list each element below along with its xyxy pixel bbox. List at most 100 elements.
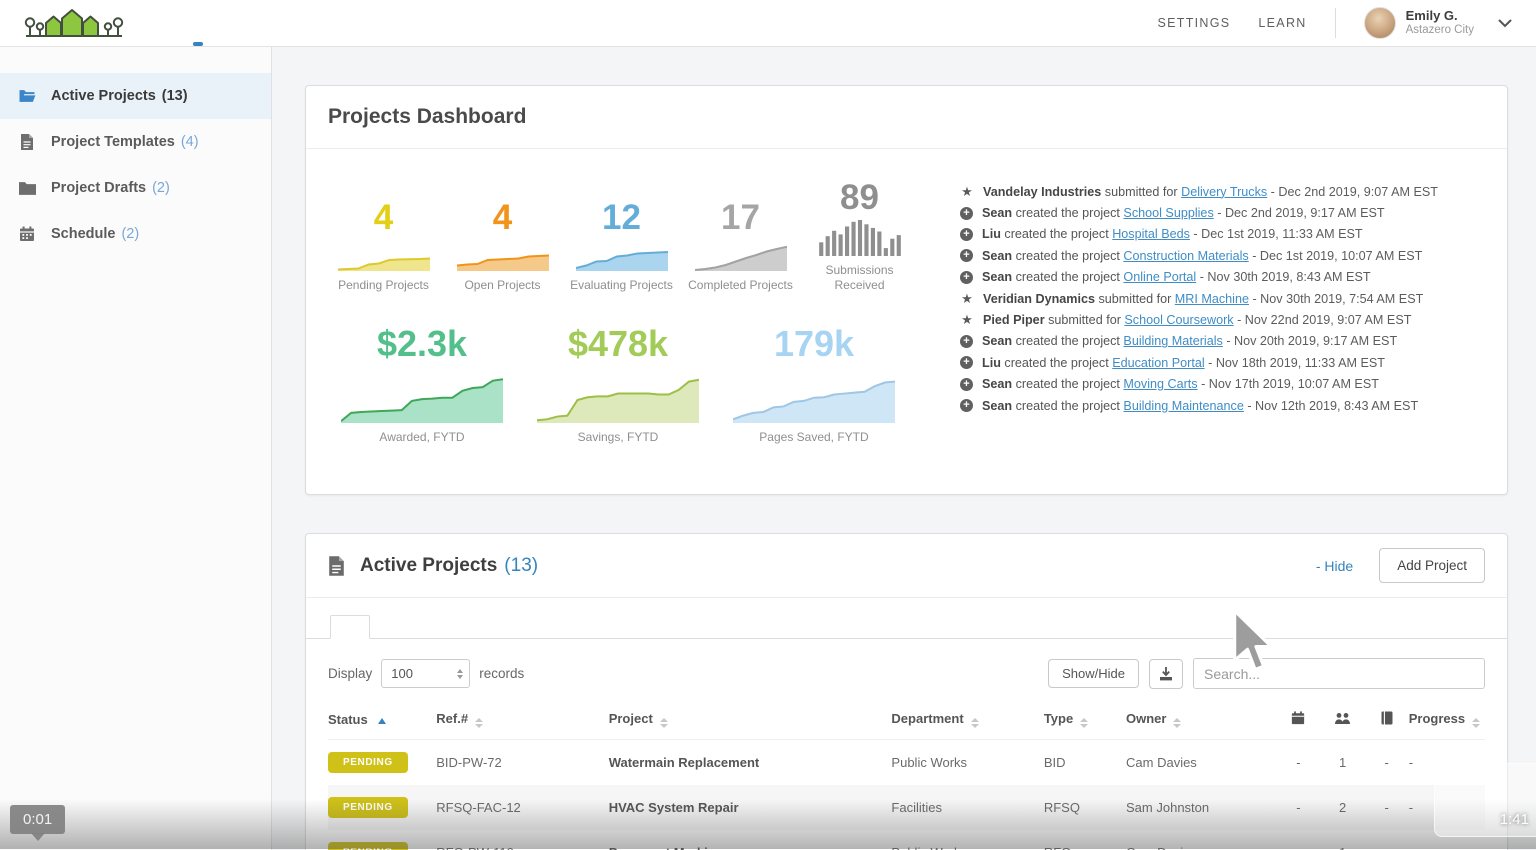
- project-name-cell[interactable]: HVAC System Repair: [608, 800, 739, 815]
- stat-sparkline: [537, 377, 699, 424]
- col-ref[interactable]: Ref.#: [436, 702, 609, 740]
- type-cell: RFQ: [1044, 830, 1126, 850]
- ref-cell: BID-PW-72: [436, 755, 502, 770]
- records-label: records: [479, 666, 525, 681]
- activity-action: created the project: [1015, 248, 1120, 263]
- project-row[interactable]: PENDING RFSQ-FAC-12 HVAC System Repair F…: [328, 785, 1485, 830]
- settings-link[interactable]: SETTINGS: [1157, 16, 1231, 30]
- col-project[interactable]: Project: [608, 702, 892, 740]
- activity-project-link[interactable]: Education Portal: [1112, 355, 1205, 370]
- chevron-down-icon[interactable]: [1498, 19, 1512, 28]
- sidebar: Active Projects (13) Project Templates (…: [0, 47, 272, 850]
- search-input[interactable]: [1193, 658, 1485, 689]
- col-progress[interactable]: Progress: [1408, 702, 1485, 740]
- sidebar-item[interactable]: Project Templates (4): [0, 119, 271, 165]
- activity-actor: Veridian Dynamics: [983, 291, 1095, 306]
- learn-link[interactable]: LEARN: [1258, 16, 1307, 30]
- stat-label: Pages Saved, FYTD: [759, 430, 869, 445]
- activity-item: + Sean created the project School Suppli…: [960, 202, 1497, 223]
- col-type[interactable]: Type: [1043, 702, 1127, 740]
- panel-title: Active Projects: [360, 554, 498, 576]
- video-preview-thumbnail[interactable]: 1:41: [1434, 763, 1536, 837]
- col-owner[interactable]: Owner: [1126, 702, 1277, 740]
- stat-card[interactable]: $2.3k Awarded, FYTD: [324, 324, 520, 446]
- add-project-button[interactable]: Add Project: [1379, 548, 1485, 583]
- stat-card[interactable]: 17 Completed Projects: [681, 179, 800, 294]
- stat-card[interactable]: 89 Submissions Received: [800, 178, 919, 294]
- department-cell: Facilities: [891, 800, 942, 815]
- project-row[interactable]: PENDING BID-PW-72 Watermain Replacement …: [328, 740, 1485, 786]
- app-logo[interactable]: [24, 6, 124, 40]
- sort-icon: [1173, 718, 1182, 728]
- activity-project-link[interactable]: Online Portal: [1123, 270, 1197, 285]
- col-schedule[interactable]: [1276, 702, 1321, 740]
- sidebar-item[interactable]: Project Drafts (2): [0, 165, 271, 211]
- tab[interactable]: [330, 615, 370, 639]
- stat-label: Submissions Received: [825, 262, 894, 293]
- ref-cell: RFQ-PW-110: [436, 830, 608, 850]
- user-menu[interactable]: Emily G. Astazero City: [1363, 7, 1512, 39]
- tab[interactable]: [370, 615, 408, 638]
- stat-sparkline: [456, 246, 549, 272]
- stat-value: 12: [602, 197, 641, 237]
- progress-cell: -: [1408, 755, 1414, 770]
- stat-card[interactable]: 4 Pending Projects: [324, 179, 443, 294]
- activity-action: created the project: [1015, 377, 1120, 392]
- activity-item: + Liu created the project Hospital Beds …: [960, 224, 1497, 245]
- stat-label: Savings, FYTD: [577, 430, 659, 445]
- show-hide-columns-button[interactable]: Show/Hide: [1048, 659, 1139, 688]
- activity-item: ★ Vandelay Industries submitted for Deli…: [960, 181, 1497, 202]
- activity-action: created the project: [1004, 355, 1109, 370]
- department-cell: Public Works: [891, 830, 1043, 850]
- sort-icon: [1080, 718, 1089, 728]
- activity-actor: Vandelay Industries: [983, 184, 1102, 199]
- plus-circle-icon: +: [960, 206, 973, 220]
- owner-cell: Cam Davies: [1126, 830, 1276, 850]
- hide-link[interactable]: - Hide: [1315, 557, 1354, 574]
- activity-item: + Sean created the project Online Portal…: [960, 267, 1497, 288]
- activity-project-link[interactable]: Building Materials: [1123, 334, 1223, 349]
- user-name: Emily G.: [1405, 8, 1458, 24]
- projects-dashboard-panel: Projects Dashboard 4 Pending Projects 4 …: [305, 85, 1508, 495]
- stat-card[interactable]: 179k Pages Saved, FYTD: [716, 324, 912, 446]
- activity-project-link[interactable]: Moving Carts: [1123, 377, 1198, 392]
- activity-item: + Sean created the project Moving Carts …: [960, 374, 1497, 395]
- stat-card[interactable]: 4 Open Projects: [443, 179, 562, 294]
- sidebar-item[interactable]: Schedule (2): [0, 211, 271, 257]
- export-download-button[interactable]: [1149, 658, 1183, 689]
- sidebar-item[interactable]: Active Projects (13): [0, 73, 271, 119]
- activity-project-link[interactable]: MRI Machine: [1174, 291, 1249, 306]
- project-name-cell[interactable]: Pavement Markings: [609, 830, 892, 850]
- activity-item: + Sean created the project Construction …: [960, 245, 1497, 266]
- records-per-page-select[interactable]: 100: [381, 659, 471, 688]
- sidebar-item-count: (2): [152, 180, 170, 196]
- activity-project-link[interactable]: Hospital Beds: [1112, 227, 1190, 242]
- activity-timestamp: - Dec 2nd 2019, 9:17 AM EST: [1217, 206, 1385, 221]
- sidebar-item-label: Project Templates: [51, 134, 175, 150]
- project-row[interactable]: PENDING RFQ-PW-110 Pavement Markings Pub…: [328, 830, 1485, 850]
- table-header-row: Status Ref.# Project Department Type Own…: [328, 702, 1485, 740]
- type-cell: BID: [1043, 755, 1066, 770]
- video-time-tooltip: 0:01: [10, 805, 66, 834]
- star-icon: ★: [961, 183, 973, 199]
- ref-cell: RFSQ-FAC-12: [436, 800, 521, 815]
- col-documents[interactable]: [1364, 702, 1409, 740]
- stat-card[interactable]: 12 Evaluating Projects: [562, 179, 681, 294]
- avatar: [1363, 7, 1396, 39]
- col-status[interactable]: Status: [328, 702, 437, 740]
- activity-action: submitted for: [1098, 291, 1172, 306]
- activity-project-link[interactable]: Delivery Trucks: [1181, 184, 1268, 199]
- stat-label: Open Projects: [464, 278, 541, 293]
- activity-action: created the project: [1015, 206, 1120, 221]
- activity-project-link[interactable]: School Supplies: [1123, 206, 1214, 221]
- activity-project-link[interactable]: Building Maintenance: [1123, 398, 1244, 413]
- activity-project-link[interactable]: Construction Materials: [1123, 248, 1249, 263]
- type-cell: RFSQ: [1043, 800, 1080, 815]
- status-badge: PENDING: [328, 797, 408, 818]
- project-name-cell[interactable]: Watermain Replacement: [608, 755, 760, 770]
- stat-card[interactable]: $478k Savings, FYTD: [520, 324, 716, 446]
- col-team[interactable]: [1320, 702, 1365, 740]
- status-badge: PENDING: [328, 752, 408, 773]
- col-department[interactable]: Department: [891, 702, 1044, 740]
- activity-project-link[interactable]: School Coursework: [1124, 313, 1234, 328]
